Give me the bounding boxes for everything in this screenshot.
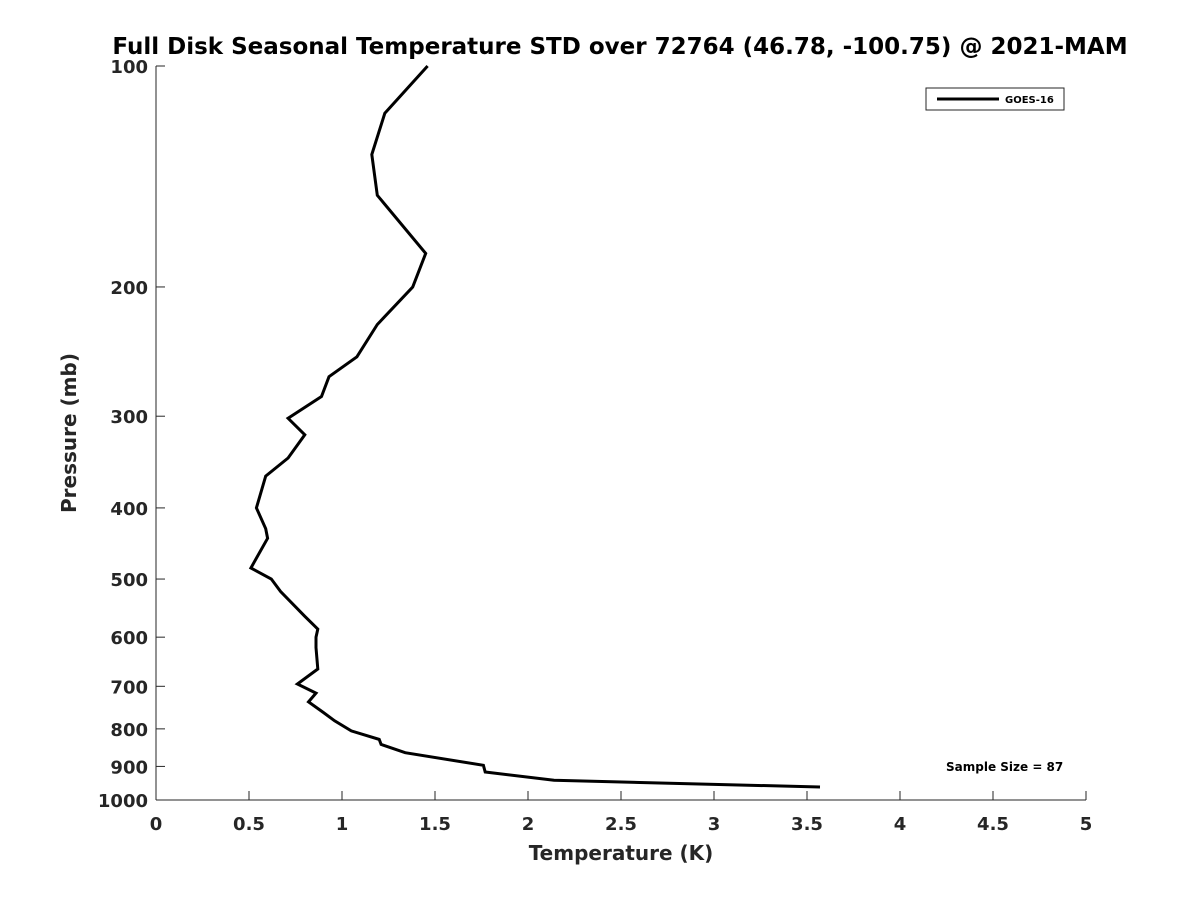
legend: GOES-16 (925, 87, 1065, 111)
y-axis-label: Pressure (mb) (57, 353, 81, 513)
x-tick-label: 4.5 (977, 814, 1009, 835)
legend-label: GOES-16 (1005, 95, 1054, 106)
y-tick-label: 500 (110, 570, 148, 591)
x-tick-label: 1 (336, 814, 349, 835)
y-tick-label: 700 (110, 677, 148, 698)
x-tick-label: 0.5 (233, 814, 265, 835)
sample-size-annotation: Sample Size = 87 (946, 760, 1063, 774)
x-tick-label: 1.5 (419, 814, 451, 835)
y-tick-label: 100 (110, 57, 148, 78)
y-tick-label: 300 (110, 407, 148, 428)
series-line-goes-16 (248, 64, 821, 789)
x-tick-label: 4 (894, 814, 907, 835)
x-tick-label: 3.5 (791, 814, 823, 835)
x-tick-label: 5 (1080, 814, 1093, 835)
x-tick-label: 3 (708, 814, 721, 835)
y-tick-label: 200 (110, 278, 148, 299)
x-tick-label: 2 (522, 814, 535, 835)
y-tick-label: 600 (110, 628, 148, 649)
x-tick-label: 0 (150, 814, 163, 835)
y-tick-label: 1000 (98, 791, 148, 812)
x-ticks: 0 0.5 1 1.5 2 2.5 3 3.5 4 4.5 5 (150, 791, 1093, 835)
y-tick-label: 900 (110, 757, 148, 778)
x-tick-label: 2.5 (605, 814, 637, 835)
y-tick-label: 400 (110, 499, 148, 520)
chart-title: Full Disk Seasonal Temperature STD over … (112, 34, 1127, 60)
y-ticks: 100 200 300 400 500 600 700 800 900 1000 (98, 57, 165, 812)
plot-area (155, 66, 1086, 801)
y-tick-label: 800 (110, 720, 148, 741)
x-axis-label: Temperature (K) (529, 841, 714, 865)
